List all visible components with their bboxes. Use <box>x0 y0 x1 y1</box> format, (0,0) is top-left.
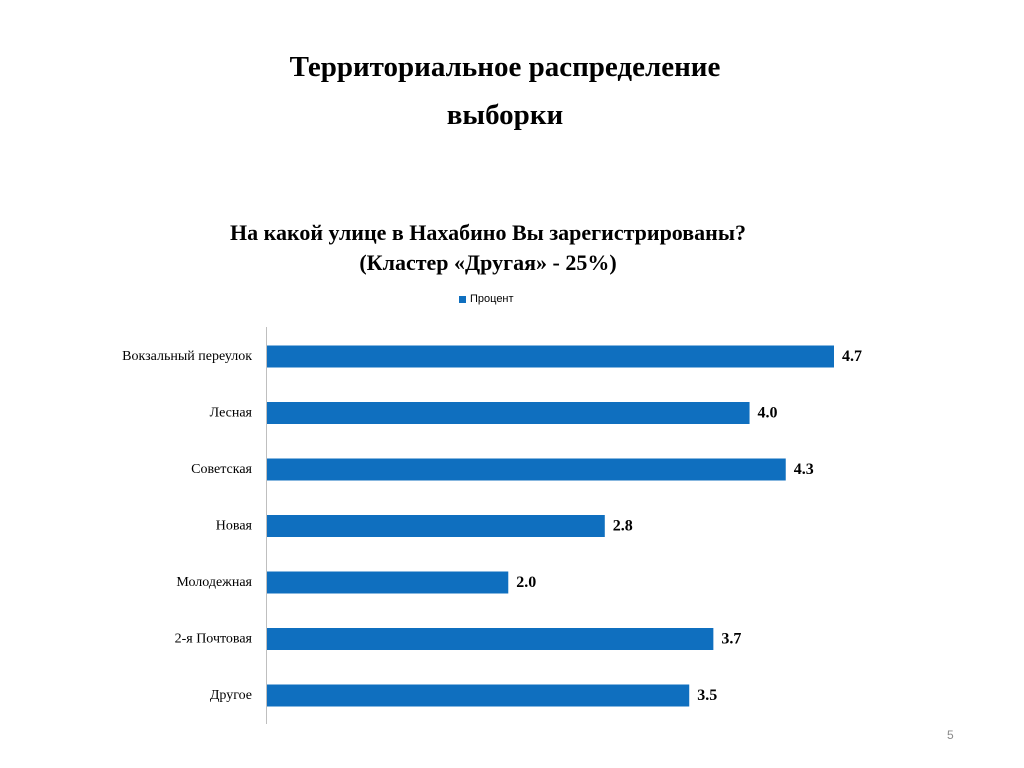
slide-title-line-2: выборки <box>446 99 564 131</box>
value-label: 4.3 <box>794 461 814 478</box>
value-label: 3.7 <box>721 631 741 648</box>
bar <box>267 684 690 707</box>
category-label: Молодежная <box>176 575 252 590</box>
value-labels-layer: 4.7 4.0 4.3 2.8 2.0 3.7 3.5 <box>516 348 862 704</box>
value-label: 4.7 <box>842 348 862 365</box>
category-label: Вокзальный переулок <box>122 349 252 364</box>
category-label: 2-я Почтовая <box>175 632 253 647</box>
chart-legend: Процент <box>459 293 514 306</box>
bar <box>267 458 786 481</box>
slide-title-line-1: Территориальное распределение <box>289 51 721 83</box>
category-label: Новая <box>216 519 253 534</box>
page-number: 5 <box>947 728 954 742</box>
bar <box>267 515 605 537</box>
chart-title-line-1: На какой улице в Нахабино Вы зарегистрир… <box>229 220 746 245</box>
legend-swatch <box>459 296 466 303</box>
value-label: 3.5 <box>697 687 717 704</box>
bar <box>267 571 509 594</box>
value-label: 2.8 <box>613 518 633 535</box>
value-label: 4.0 <box>758 405 778 422</box>
value-label: 2.0 <box>516 574 536 591</box>
category-label: Советская <box>191 462 252 477</box>
bar <box>267 628 714 650</box>
bar <box>267 345 834 368</box>
legend-label: Процент <box>470 293 514 305</box>
bar <box>267 402 750 424</box>
category-labels-layer: Вокзальный переулок Лесная Советская Новая М… <box>122 349 252 703</box>
category-label: Лесная <box>210 406 253 421</box>
bars-layer <box>267 345 834 707</box>
category-label: Другое <box>210 688 252 703</box>
chart-title-line-2: (Кластер «Другая» - 25%) <box>359 250 617 275</box>
